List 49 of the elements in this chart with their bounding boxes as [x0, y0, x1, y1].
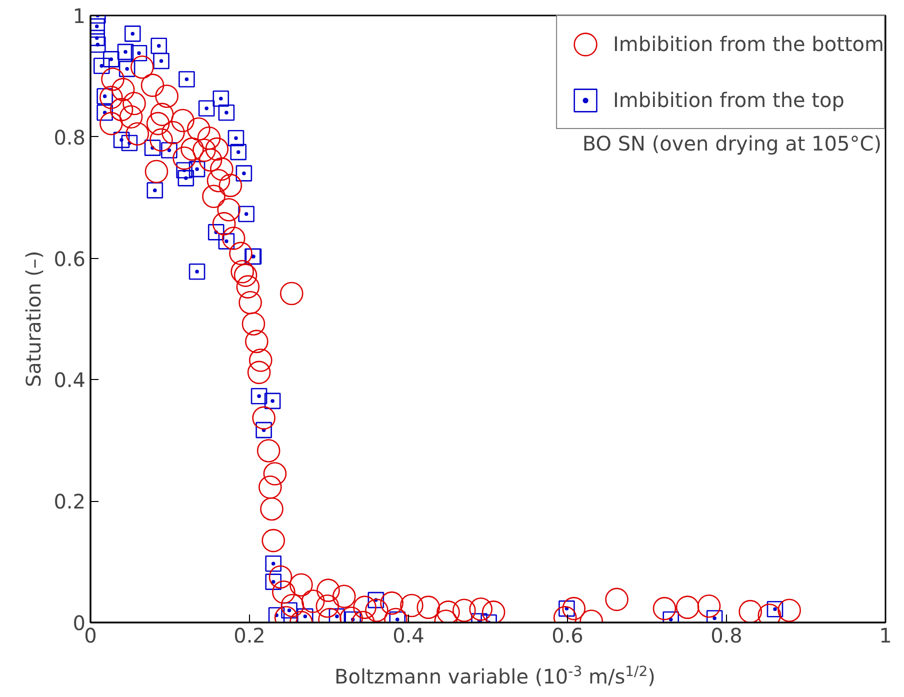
point — [188, 264, 206, 280]
point — [124, 26, 141, 42]
point — [178, 71, 195, 88]
x-tick-label: 0.8 — [710, 624, 742, 648]
point — [265, 555, 282, 572]
point — [230, 144, 247, 160]
annotation: BO SN (oven drying at 105°C) — [582, 132, 882, 156]
point — [178, 170, 194, 186]
y-tick-label: 0.8 — [54, 125, 86, 150]
x-tick-label: 1 — [879, 624, 892, 648]
point — [96, 104, 113, 121]
point — [238, 206, 254, 222]
legend-label: Imbibition from the top — [613, 87, 844, 114]
point — [218, 104, 235, 121]
x-tick-label: 0.4 — [392, 624, 424, 648]
point — [146, 182, 164, 198]
point — [297, 608, 314, 622]
y-axis-title: Saturation (–) — [22, 250, 46, 388]
point — [118, 60, 136, 78]
point — [368, 592, 384, 608]
point — [188, 160, 206, 178]
point — [328, 608, 346, 622]
point — [161, 142, 178, 158]
point — [264, 392, 281, 410]
point — [93, 58, 110, 74]
point — [90, 36, 106, 53]
point — [130, 44, 148, 62]
point — [198, 100, 215, 117]
point — [144, 140, 161, 156]
y-tick-label: 0.4 — [54, 368, 86, 392]
point — [103, 51, 120, 68]
y-tick-label: 0.6 — [54, 246, 86, 271]
point — [150, 38, 168, 54]
x-axis-title: Boltzmann variable (10$^{-3}$ m/s$^{1/2}$) — [334, 663, 656, 691]
y-tick-label: 0.2 — [54, 490, 86, 514]
point — [117, 44, 134, 60]
point — [236, 165, 252, 182]
x-tick-label: 0.2 — [234, 624, 266, 648]
y-tick-label: 1 — [72, 4, 86, 28]
point — [121, 134, 138, 152]
point — [153, 52, 170, 70]
point — [228, 130, 244, 146]
legend-label: Imbibition from the bottom — [613, 31, 884, 58]
point — [113, 132, 130, 148]
x-tick-label: 0.6 — [552, 624, 584, 648]
point — [256, 422, 272, 438]
point — [212, 90, 230, 107]
point — [176, 162, 192, 178]
point — [250, 388, 268, 404]
